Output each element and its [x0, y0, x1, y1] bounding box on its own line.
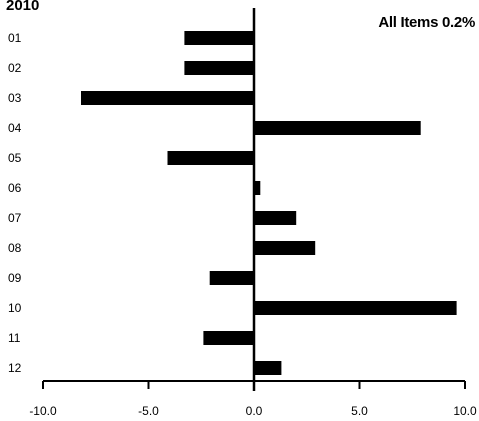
bars-group [81, 31, 457, 375]
category-label-04: 04 [8, 121, 22, 135]
category-label-09: 09 [8, 271, 22, 285]
bar-09 [209, 271, 254, 285]
category-label-08: 08 [8, 241, 22, 255]
x-tick-label: 0.0 [246, 404, 263, 418]
x-tick-label: -10.0 [29, 404, 57, 418]
category-label-03: 03 [8, 91, 22, 105]
bar-11 [203, 331, 254, 345]
bar-06 [254, 181, 261, 195]
bar-05 [167, 151, 254, 165]
chart-all-items-label: All Items 0.2% [378, 14, 475, 31]
category-label-10: 10 [8, 301, 22, 315]
category-label-07: 07 [8, 211, 22, 225]
bar-03 [81, 91, 254, 105]
bar-10 [254, 301, 457, 315]
x-tick-label: -5.0 [138, 404, 159, 418]
x-tick-label: 5.0 [351, 404, 368, 418]
category-label-01: 01 [8, 31, 22, 45]
category-label-12: 12 [8, 361, 22, 375]
category-labels: 01 02 03 04 05 06 07 08 09 10 11 12 [8, 31, 22, 375]
chart-year-title: 2010 [6, 0, 40, 14]
bar-01 [184, 31, 254, 45]
category-label-06: 06 [8, 181, 22, 195]
bar-12 [254, 361, 282, 375]
bar-08 [254, 241, 316, 255]
category-label-02: 02 [8, 61, 22, 75]
bar-02 [184, 61, 254, 75]
bar-04 [254, 121, 421, 135]
x-tick-label: 10.0 [453, 404, 477, 418]
bar-07 [254, 211, 297, 225]
x-axis-ticks: -10.0 -5.0 0.0 5.0 10.0 [29, 381, 477, 418]
category-label-05: 05 [8, 151, 22, 165]
category-label-11: 11 [8, 331, 21, 345]
